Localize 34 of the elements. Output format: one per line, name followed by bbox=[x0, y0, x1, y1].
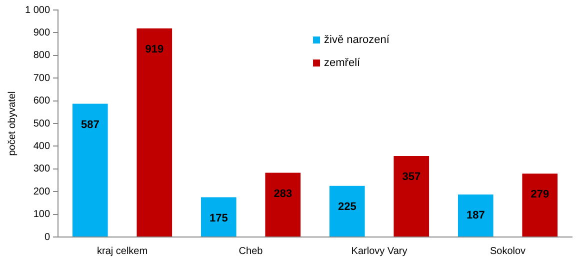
data-label: 175 bbox=[209, 212, 228, 224]
x-tick-label: Sokolov bbox=[490, 246, 526, 257]
bar bbox=[72, 104, 108, 236]
y-axis-title: počet obyvatel bbox=[6, 91, 18, 156]
y-tick-label: 600 bbox=[33, 96, 50, 107]
y-tick-label: 700 bbox=[33, 72, 50, 84]
y-tick-label: 500 bbox=[33, 118, 50, 130]
bar bbox=[265, 172, 301, 236]
data-label: 225 bbox=[338, 200, 356, 213]
bar bbox=[458, 194, 494, 236]
y-tick-label: 1 000 bbox=[24, 4, 50, 16]
y-tick-label: 300 bbox=[33, 164, 50, 175]
x-tick-label: Cheb bbox=[238, 246, 264, 257]
x-tick-label: Karlovy Vary bbox=[351, 246, 408, 257]
bar bbox=[136, 28, 172, 236]
y-tick-label: 900 bbox=[33, 27, 50, 38]
legend-label: zemřelí bbox=[324, 57, 362, 70]
legend-label: živě narození bbox=[324, 34, 390, 46]
bar bbox=[200, 197, 236, 236]
y-tick-label: 400 bbox=[33, 140, 50, 152]
x-tick-label: kraj celkem bbox=[96, 246, 148, 257]
bar bbox=[394, 156, 430, 236]
data-label: 357 bbox=[402, 170, 421, 183]
data-label: 187 bbox=[466, 210, 485, 222]
data-label: 283 bbox=[274, 188, 292, 200]
bar bbox=[522, 174, 558, 236]
bar bbox=[329, 186, 365, 236]
y-tick-label: 200 bbox=[33, 186, 50, 198]
y-tick-label: 800 bbox=[33, 50, 50, 62]
y-tick-label: 0 bbox=[44, 232, 50, 243]
data-label: 587 bbox=[80, 118, 100, 131]
data-label: 279 bbox=[530, 188, 550, 201]
y-tick-label: 100 bbox=[33, 209, 50, 220]
data-label: 919 bbox=[145, 43, 164, 56]
